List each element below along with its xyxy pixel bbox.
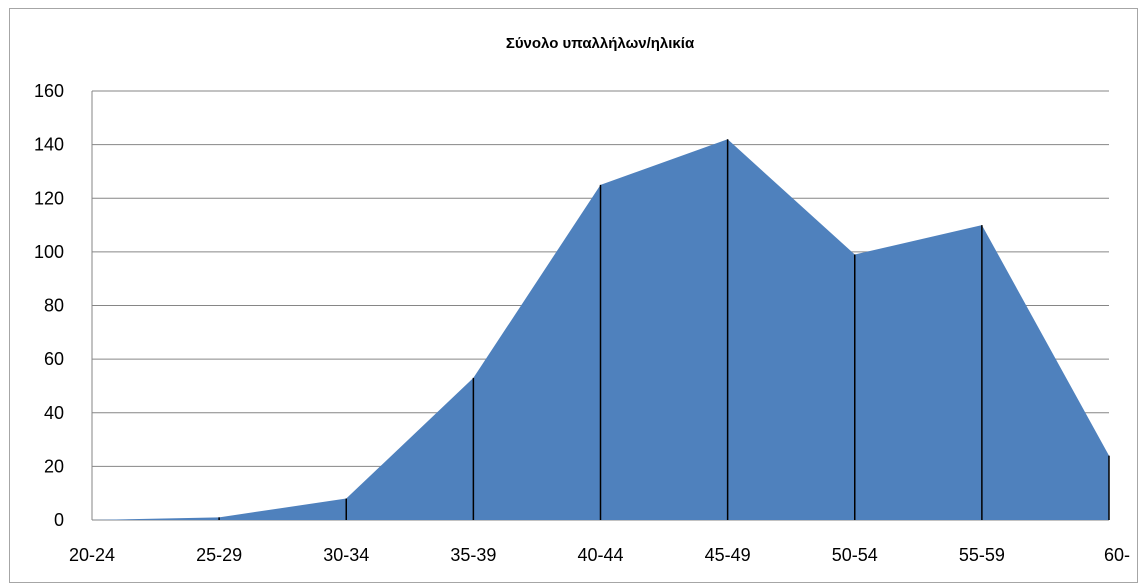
x-tick-label-50-54: 50-54 xyxy=(832,545,878,565)
x-axis-tick-labels: 20-24 25-29 30-34 35-39 40-44 45-49 50-54 55-59… xyxy=(69,545,1130,565)
y-tick-label-20: 20 xyxy=(44,456,64,476)
chart-title: Σύνολο υπαλλήλων/ηλικία xyxy=(506,35,695,52)
y-tick-label-60: 60 xyxy=(44,349,64,369)
y-tick-label-40: 40 xyxy=(44,403,64,423)
y-tick-label-100: 100 xyxy=(34,242,64,262)
x-tick-label-20-24: 20-24 xyxy=(69,545,115,565)
x-tick-label-30-34: 30-34 xyxy=(323,545,369,565)
x-tick-label-45-49: 45-49 xyxy=(705,545,751,565)
x-tick-label-35-39: 35-39 xyxy=(450,545,496,565)
y-axis-tick-labels: 0 20 40 60 80 100 120 140 160 xyxy=(34,81,64,530)
y-tick-label-0: 0 xyxy=(54,510,64,530)
y-tick-label-120: 120 xyxy=(34,188,64,208)
x-tick-label-55-59: 55-59 xyxy=(959,545,1005,565)
y-tick-label-140: 140 xyxy=(34,135,64,155)
x-tick-label-60-: 60- xyxy=(1104,545,1130,565)
y-tick-label-80: 80 xyxy=(44,296,64,316)
drop-lines xyxy=(218,139,1110,520)
x-tick-label-40-44: 40-44 xyxy=(577,545,623,565)
x-tick-label-25-29: 25-29 xyxy=(196,545,242,565)
y-tick-label-160: 160 xyxy=(34,81,64,101)
